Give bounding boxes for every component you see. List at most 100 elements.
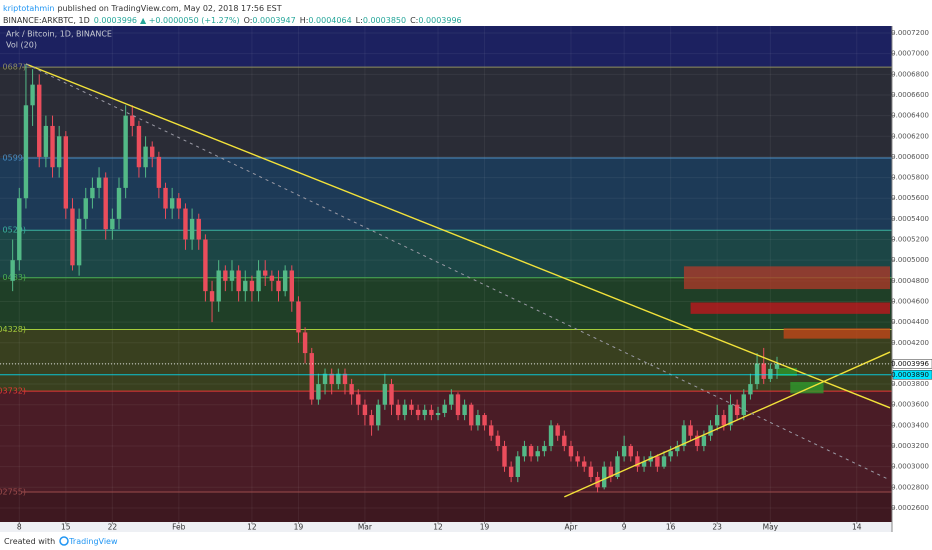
candle-body — [123, 115, 128, 188]
candle-body — [70, 208, 75, 266]
candle-body — [362, 404, 368, 416]
candle-body — [43, 125, 49, 157]
candle-body — [475, 415, 481, 426]
axes: 0.0002600 0.0002800 0.0003000 0.0003200 0.00… — [17, 26, 932, 532]
candle-body — [522, 446, 527, 457]
time-axis-bg — [0, 522, 892, 532]
y-tick-label: 0.0005400 — [891, 215, 929, 223]
candle-body — [535, 451, 540, 457]
y-tick-label: 0.0006400 — [891, 112, 929, 120]
candle-body — [103, 177, 108, 230]
y-tick-label: 0.0005600 — [891, 194, 929, 202]
brand[interactable]: TradingView — [68, 537, 118, 546]
candle-body — [269, 275, 275, 281]
legend-title: Ark / Bitcoin, 1D, BINANCE — [6, 30, 112, 39]
candle-body — [675, 446, 680, 452]
candle-body — [548, 425, 554, 447]
zone — [683, 266, 890, 290]
candle-body — [130, 115, 135, 126]
legend-vol: Vol (20) — [6, 41, 37, 50]
ohlc-value: 0.0003996 — [418, 16, 461, 25]
zone — [783, 328, 890, 339]
candle-body — [455, 394, 461, 416]
candle-body — [23, 105, 29, 199]
candle-body — [508, 466, 514, 477]
candle-body — [435, 412, 441, 416]
level-label: 04328) — [0, 325, 26, 334]
y-tick-label: 0.0004600 — [891, 297, 929, 305]
candle-body — [688, 425, 693, 436]
candle-body — [668, 451, 673, 457]
candle-body — [110, 218, 115, 230]
candle-body — [768, 368, 773, 379]
candle-body — [528, 446, 534, 457]
plot: 0687)0599)0529)0483)04328)03732)02755) — [0, 26, 892, 522]
candle-body — [734, 404, 740, 416]
candle-body — [761, 363, 766, 379]
candle-body — [249, 280, 255, 292]
change: ▲ +0.0000050 (+1.27%) — [140, 16, 240, 25]
candle-body — [402, 404, 407, 416]
candle-body — [90, 187, 95, 199]
candle-body — [701, 435, 707, 447]
candle-body — [17, 198, 22, 261]
candle-body — [63, 136, 69, 209]
candle-body — [422, 409, 427, 416]
candle-body — [409, 404, 414, 410]
candle-body — [641, 461, 647, 467]
candle-body — [774, 363, 780, 369]
candle-body — [243, 280, 248, 292]
x-tick-label: 9 — [622, 523, 627, 532]
y-tick-label: 0.0004400 — [891, 318, 929, 326]
author[interactable]: kriptotahmin — [3, 4, 54, 13]
x-tick-label: May — [763, 523, 779, 532]
candle-body — [621, 446, 627, 457]
candle-body — [176, 198, 182, 209]
y-tick-label: 0.0002600 — [891, 504, 929, 512]
candle-body — [442, 404, 447, 413]
level-label: 02755) — [0, 487, 26, 496]
y-tick-label: 0.0003000 — [891, 463, 929, 471]
author-line: kriptotahmin published on TradingView.com… — [3, 4, 282, 13]
x-tick-label: 12 — [247, 523, 257, 532]
y-tick-label: 0.0007000 — [891, 50, 929, 58]
candle-body — [156, 156, 162, 188]
x-tick-label: Mar — [358, 523, 373, 532]
candle-body — [329, 373, 334, 385]
candle-body — [96, 177, 102, 188]
candle-body — [582, 461, 587, 467]
candle-body — [189, 218, 195, 240]
candle-body — [116, 187, 122, 219]
y-tick-label: 0.0003200 — [891, 442, 929, 450]
symbol: BINANCE:ARKBTC, 1D — [3, 16, 90, 25]
level-label: 0529) — [3, 226, 26, 235]
candle-body — [349, 384, 354, 395]
zone — [777, 367, 797, 377]
candle-body — [429, 409, 434, 416]
level-label: 0687) — [3, 63, 26, 72]
price-axis-bg — [892, 26, 932, 532]
candle-body — [635, 456, 640, 467]
candle-body — [309, 353, 314, 400]
candle-body — [136, 125, 142, 168]
candle-body — [754, 363, 760, 385]
ohlc-value: 0.0003947 — [252, 16, 295, 25]
candle-body — [741, 394, 746, 416]
candle-body — [203, 239, 208, 292]
candle-body — [289, 270, 295, 302]
candle-body — [489, 425, 494, 436]
candle-body — [748, 384, 753, 395]
x-tick-label: Feb — [172, 523, 186, 532]
y-tick-label: 0.0007200 — [891, 29, 929, 37]
y-tick-label: 0.0006000 — [891, 153, 929, 161]
candle-body — [143, 146, 148, 168]
ohlc-label: C: — [410, 16, 418, 25]
candle-body — [575, 456, 580, 462]
candle-body — [296, 301, 301, 333]
candle-body — [395, 404, 401, 416]
candle-body — [150, 146, 155, 157]
candle-body — [223, 270, 228, 281]
candle-body — [183, 208, 188, 240]
zone — [790, 381, 824, 394]
candle-body — [502, 446, 507, 467]
